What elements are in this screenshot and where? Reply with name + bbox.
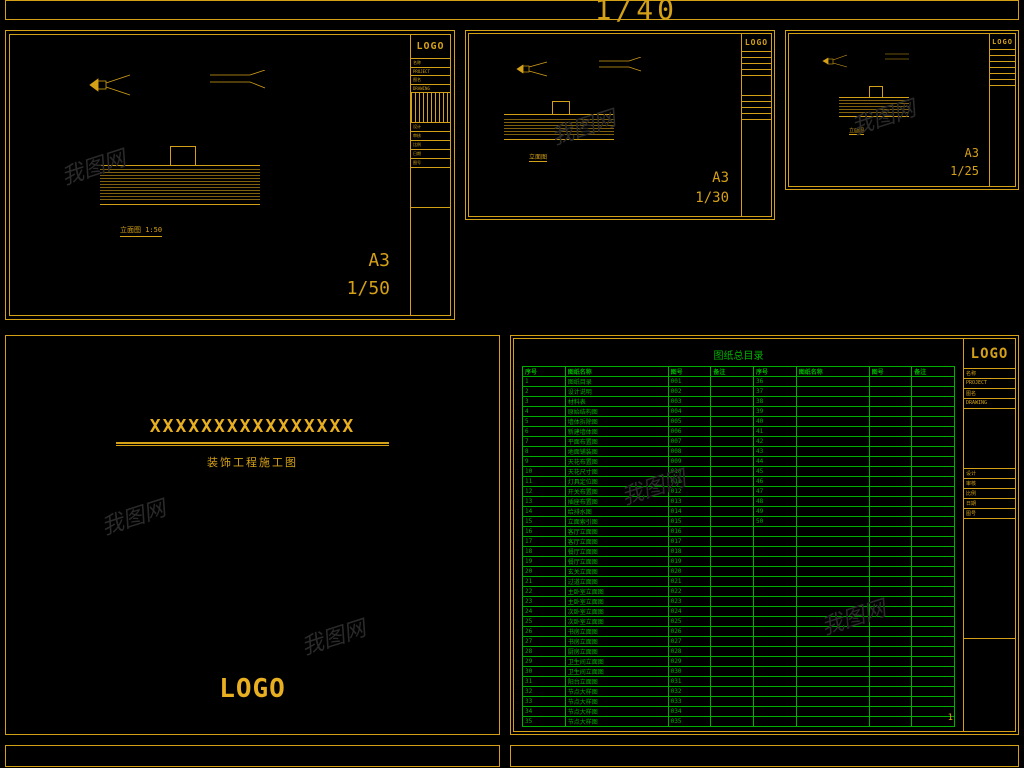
index-area: 图纸总目录 序号图纸名称图号备注序号图纸名称图号备注 1图纸目录001362设计…: [522, 347, 955, 723]
index-table: 序号图纸名称图号备注序号图纸名称图号备注 1图纸目录001362设计说明0023…: [522, 366, 955, 727]
scale-label: 1/50: [347, 278, 390, 299]
drawing-caption: 立面图: [529, 152, 547, 162]
titleblock: LOGO 名称 PROJECT 图名 DRAWING 设计 审核 比例 日期 图…: [963, 339, 1015, 731]
titleblock: LOGO 名称 PROJECT 图名 DRAWING 设计 审核 比例 日期 图…: [410, 35, 450, 315]
scale-label: 1/25: [950, 164, 979, 178]
cover-frame: XXXXXXXXXXXXXXXX 装饰工程施工图 LOGO: [5, 335, 500, 735]
cover-subtitle: 装饰工程施工图: [6, 454, 499, 470]
leader-lines: [210, 70, 290, 100]
elevation-drawing: 立面图: [499, 54, 679, 164]
title-rule: [116, 442, 389, 446]
paper-size: A3: [368, 250, 390, 271]
bottom-bar-left: [5, 745, 500, 767]
index-frame: LOGO 名称 PROJECT 图名 DRAWING 设计 审核 比例 日期 图…: [510, 335, 1019, 735]
bottom-bar-right: [510, 745, 1019, 767]
top-cropped-bar: 1/40: [5, 0, 1019, 20]
logo-text: LOGO: [416, 41, 444, 52]
drawing-caption: 立面图: [849, 127, 864, 135]
cover-logo: LOGO: [6, 674, 499, 704]
drawing-caption: 立面图 1:50: [120, 225, 162, 237]
frame-1-25: 立面图 LOGO A3 1/25: [785, 30, 1019, 190]
page-number: 1: [948, 713, 953, 723]
top-scale-frag: 1/40: [595, 0, 678, 26]
cover-title: XXXXXXXXXXXXXXXX: [6, 416, 499, 437]
section-marker: [817, 49, 887, 73]
frame-inner: 立面图 LOGO A3 1/30: [468, 33, 772, 217]
frame-inner: 立面图 1:50 LOGO 名称 PROJECT 图名 DRAWING 设计 审…: [9, 34, 451, 316]
logo-text: LOGO: [745, 38, 768, 47]
logo-text: LOGO: [971, 346, 1009, 362]
paper-size: A3: [712, 170, 729, 186]
index-title: 图纸总目录: [522, 347, 955, 362]
frame-inner: LOGO 名称 PROJECT 图名 DRAWING 设计 审核 比例 日期 图…: [513, 338, 1016, 732]
section-marker: [80, 65, 200, 105]
frame-inner: 立面图 LOGO A3 1/25: [788, 33, 1016, 187]
logo-text: LOGO: [992, 38, 1013, 46]
elevation-drawing: 立面图: [809, 49, 949, 139]
section-marker: [509, 54, 599, 84]
frame-1-50: 立面图 1:50 LOGO 名称 PROJECT 图名 DRAWING 设计 审…: [5, 30, 455, 320]
titleblock: LOGO: [741, 34, 771, 216]
leader-lines: [885, 51, 935, 69]
elevation-drawing: 立面图 1:50: [70, 65, 330, 245]
leader-lines: [599, 57, 659, 79]
frame-1-30: 立面图 LOGO A3 1/30: [465, 30, 775, 220]
scale-label: 1/30: [695, 190, 729, 206]
paper-size: A3: [965, 146, 979, 160]
titleblock: LOGO: [989, 34, 1015, 186]
